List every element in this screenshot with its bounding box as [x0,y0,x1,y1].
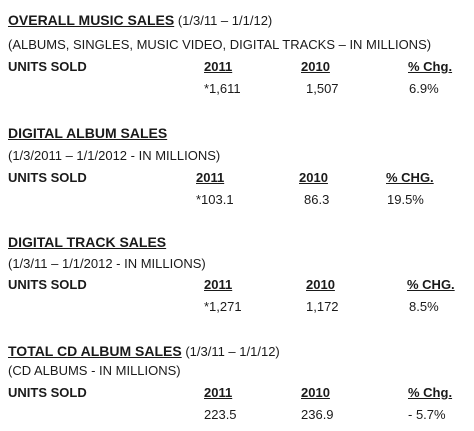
column-header-2011: 2011 [196,170,225,185]
section-total-cd-album-sales: TOTAL CD ALBUM SALES (1/3/11 – 1/1/12) (… [8,335,470,427]
section-heading: DIGITAL TRACK SALES [8,234,166,251]
section-digital-album-sales: DIGITAL ALBUM SALES (1/3/2011 – 1/1/2012… [8,120,470,215]
units-sold-label: UNITS SOLD [8,385,87,400]
units-sold-label: UNITS SOLD [8,59,87,74]
column-header-2011: 2011 [204,277,233,292]
section-title: DIGITAL TRACK SALES [8,234,167,250]
section-subtitle: (1/3/2011 – 1/1/2012 - IN MILLIONS) [8,148,221,163]
section-heading: OVERALL MUSIC SALES (1/3/11 – 1/1/12) [8,12,272,29]
section-period: (1/3/11 – 1/1/12) [181,344,280,359]
column-header-2010: 2010 [306,277,335,292]
column-header-pct-change: % CHG. [407,277,455,292]
section-overall-music-sales: OVERALL MUSIC SALES (1/3/11 – 1/1/12) (A… [8,8,470,108]
value-2011: 223.5 [204,407,237,422]
section-heading: DIGITAL ALBUM SALES [8,125,167,142]
section-period: (1/3/11 – 1/1/12) [174,13,273,28]
column-header-2010: 2010 [301,59,330,74]
value-2011: *1,271 [204,299,242,314]
value-2011: *103.1 [196,192,234,207]
column-header-pct-change: % CHG. [386,170,434,185]
units-sold-label: UNITS SOLD [8,277,87,292]
units-sold-label: UNITS SOLD [8,170,87,185]
column-header-2011: 2011 [204,385,233,400]
value-pct-change: - 5.7% [408,407,446,422]
value-2010: 1,172 [306,299,339,314]
column-header-2011: 2011 [204,59,233,74]
section-title: TOTAL CD ALBUM SALES [8,343,182,359]
value-pct-change: 6.9% [409,81,439,96]
value-2011: *1,611 [204,81,241,96]
value-2010: 86.3 [304,192,330,207]
column-header-pct-change: % Chg. [408,59,453,74]
column-header-2010: 2010 [299,170,328,185]
section-subtitle: (1/3/11 – 1/1/2012 - IN MILLIONS) [8,256,206,271]
section-title: OVERALL MUSIC SALES [8,12,175,28]
section-title: DIGITAL ALBUM SALES [8,125,168,141]
value-pct-change: 8.5% [409,299,439,314]
column-header-2010: 2010 [301,385,330,400]
value-2010: 236.9 [301,407,334,422]
section-subtitle: (CD ALBUMS - IN MILLIONS) [8,363,181,378]
section-digital-track-sales: DIGITAL TRACK SALES (1/3/11 – 1/1/2012 -… [8,229,470,319]
section-subtitle: (ALBUMS, SINGLES, MUSIC VIDEO, DIGITAL T… [8,37,432,52]
value-pct-change: 19.5% [387,192,424,207]
value-2010: 1,507 [306,81,339,96]
column-header-pct-change: % Chg. [408,385,453,400]
section-heading: TOTAL CD ALBUM SALES (1/3/11 – 1/1/12) [8,343,280,360]
